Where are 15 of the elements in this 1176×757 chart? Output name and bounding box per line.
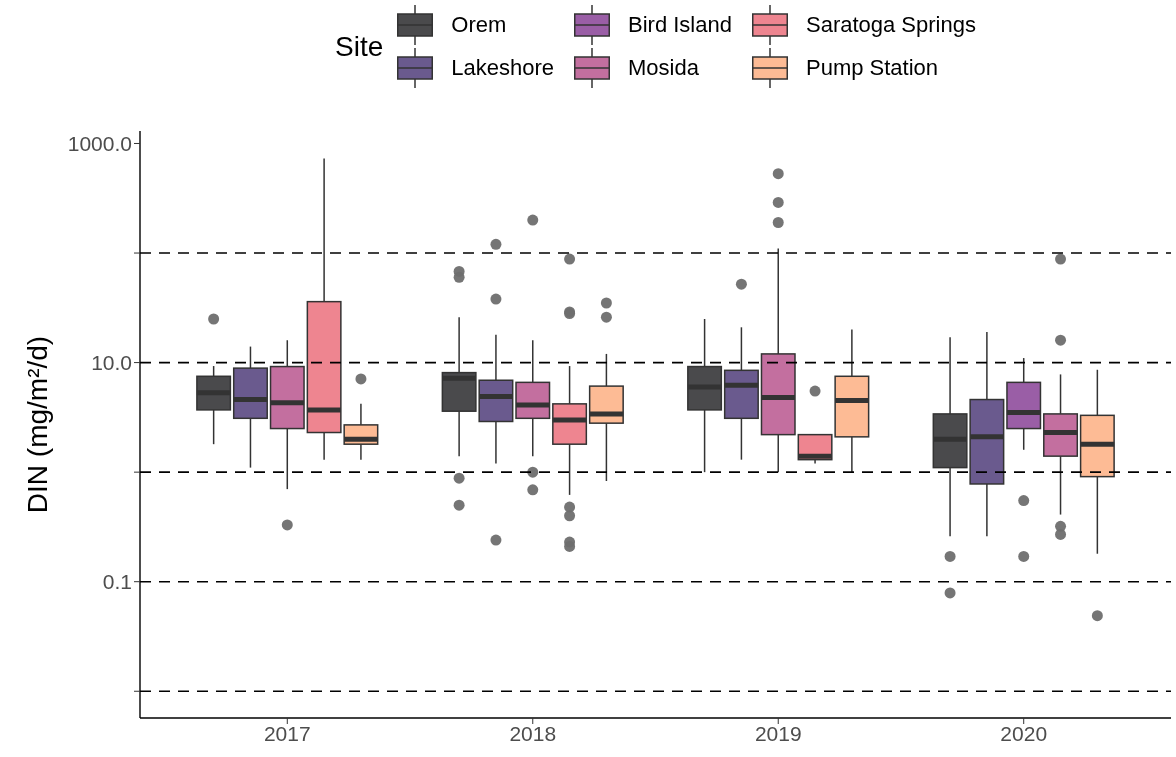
y-tick-label: 0.1 <box>102 570 132 594</box>
x-tick-label: 2019 <box>754 721 802 745</box>
legend-title: Site <box>335 30 384 63</box>
x-tick-label: 2017 <box>263 721 311 745</box>
x-tick-label: 2020 <box>1000 721 1048 745</box>
legend-label: Mosida <box>628 55 699 81</box>
legend-label: Bird Island <box>628 12 732 38</box>
y-tick-label: 1000.0 <box>67 131 132 155</box>
legend-label: Saratoga Springs <box>805 12 976 38</box>
y-tick-label: 10.0 <box>91 351 132 375</box>
x-tick-label: 2018 <box>509 721 557 745</box>
legend-label: Lakeshore <box>451 55 555 81</box>
legend-label: Pump Station <box>805 55 939 81</box>
y-axis-title: DIN (mg/m²/d) <box>21 335 53 514</box>
legend-label: Orem <box>451 12 507 38</box>
